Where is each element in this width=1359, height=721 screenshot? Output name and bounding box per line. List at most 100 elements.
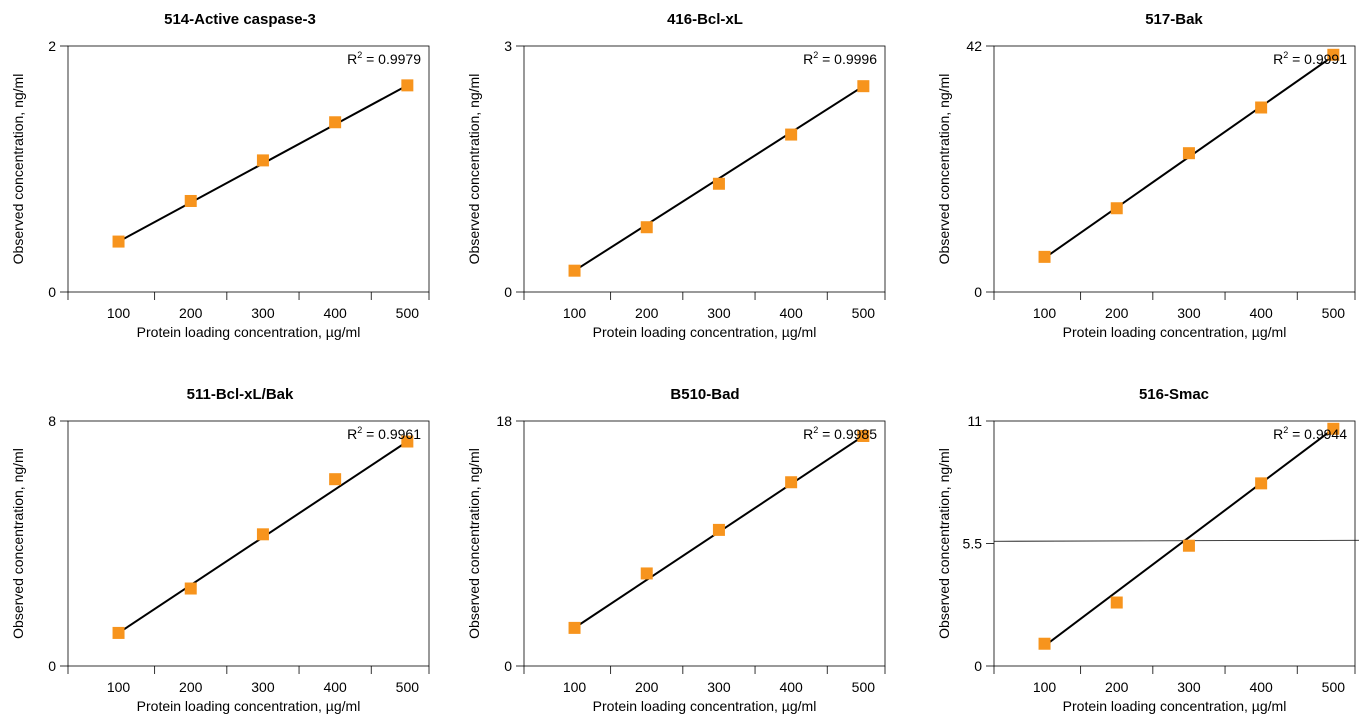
chart-1: 514-Active caspase-3 100 200 300 400 500 0 2 Pro… — [10, 11, 430, 340]
chart-2-x-tick-label: 100 — [563, 305, 587, 321]
chart-6-data-point — [1255, 477, 1268, 490]
chart-2-data-point — [785, 128, 798, 141]
chart-2: 416-Bcl-xL 100 200 300 400 500 0 3 Protein loadi… — [466, 11, 886, 340]
chart-4-data-point — [112, 626, 125, 639]
chart-5-x-tick-label: 100 — [563, 679, 587, 695]
chart-2-y-tick-label: 0 — [504, 284, 512, 300]
chart-4-x-tick-label: 100 — [107, 679, 131, 695]
chart-1-x-tick-label: 500 — [396, 305, 420, 321]
chart-1-r2-symbol: R — [347, 51, 357, 67]
chart-3-plot-frame — [993, 45, 1356, 293]
chart-4-title: 511-Bcl-xL/Bak — [187, 386, 294, 403]
chart-3-x-tick-label: 100 — [1033, 305, 1057, 321]
chart-5-y-tick-label: 18 — [496, 413, 512, 429]
chart-3-y-axis-label: Observed concentration, ng/ml — [936, 74, 952, 265]
chart-2-data-point — [568, 264, 581, 277]
chart-6-x-tick-label: 200 — [1105, 679, 1129, 695]
chart-4-data-point — [401, 435, 414, 448]
chart-1-data-point — [401, 79, 414, 92]
chart-3: 517-Bak 100 200 300 400 500 0 42 Protein loading… — [936, 11, 1356, 340]
chart-4-r2-annotation: R2 = 0.9961 — [347, 425, 421, 442]
chart-3-r2-value: = 0.9991 — [1288, 51, 1347, 67]
chart-1-x-tick-label: 200 — [179, 305, 203, 321]
chart-5-y-axis-label: Observed concentration, ng/ml — [466, 448, 482, 639]
chart-6-x-tick-label: 400 — [1249, 679, 1273, 695]
chart-5-data-point — [640, 567, 653, 580]
chart-6-r2-symbol: R — [1273, 426, 1283, 442]
chart-2-x-axis-label: Protein loading concentration, µg/ml — [593, 324, 817, 340]
chart-6-data-point — [1327, 422, 1340, 435]
chart-6-r2-annotation: R2 = 0.9944 — [1273, 425, 1347, 442]
chart-2-r2-symbol: R — [803, 51, 813, 67]
chart-3-r2-superscript: 2 — [1283, 50, 1288, 60]
chart-4-x-tick-label: 500 — [396, 679, 420, 695]
chart-4-r2-symbol: R — [347, 426, 357, 442]
chart-3-x-tick-label: 200 — [1105, 305, 1129, 321]
chart-6-y-tick-label: 11 — [967, 413, 982, 429]
chart-4: 511-Bcl-xL/Bak 100 200 300 400 500 0 8 Protein l… — [10, 386, 430, 714]
chart-6-plot-frame — [993, 420, 1356, 667]
chart-4-y-tick-label: 0 — [48, 658, 56, 674]
chart-3-data-point — [1182, 147, 1195, 160]
chart-2-x-tick-label: 300 — [707, 305, 731, 321]
chart-5-data-point — [712, 523, 725, 536]
chart-5-data-point — [857, 429, 870, 442]
chart-2-y-axis-label: Observed concentration, ng/ml — [466, 74, 482, 265]
chart-6-title: 516-Smac — [1139, 386, 1209, 403]
chart-2-data-point — [640, 221, 653, 234]
chart-2-plot-frame — [523, 45, 886, 293]
chart-2-x-tick-label: 400 — [779, 305, 803, 321]
chart-2-r2-value: = 0.9996 — [818, 51, 877, 67]
chart-3-r2-annotation: R2 = 0.9991 — [1273, 50, 1347, 67]
chart-5-x-tick-label: 200 — [635, 679, 659, 695]
chart-5: B510-Bad 100 200 300 400 500 0 18 Protein loadin… — [466, 386, 886, 714]
chart-4-r2-superscript: 2 — [357, 425, 362, 435]
chart-6-x-tick-label: 500 — [1322, 679, 1346, 695]
chart-5-x-axis-label: Protein loading concentration, µg/ml — [593, 698, 817, 714]
chart-3-x-tick-label: 500 — [1322, 305, 1346, 321]
chart-1-y-tick-label: 0 — [48, 284, 56, 300]
chart-1-x-tick-label: 400 — [323, 305, 347, 321]
chart-6-reference-line — [993, 539, 1359, 542]
chart-4-x-tick-label: 300 — [251, 679, 275, 695]
chart-4-x-tick-label: 400 — [323, 679, 347, 695]
chart-5-r2-superscript: 2 — [813, 425, 818, 435]
chart-3-data-point — [1327, 48, 1340, 61]
chart-5-r2-value: = 0.9985 — [818, 426, 877, 442]
chart-6-x-tick-label: 300 — [1177, 679, 1201, 695]
chart-1-r2-value: = 0.9979 — [362, 51, 421, 67]
chart-5-r2-symbol: R — [803, 426, 813, 442]
chart-6-y-tick-label: 5.5 — [963, 536, 983, 552]
chart-2-data-point — [712, 177, 725, 190]
chart-3-r2-symbol: R — [1273, 51, 1283, 67]
chart-3-data-point — [1038, 250, 1051, 263]
chart-3-x-tick-label: 300 — [1177, 305, 1201, 321]
chart-6-data-point — [1038, 637, 1051, 650]
chart-4-plot-frame — [67, 420, 430, 667]
chart-3-data-point — [1255, 101, 1268, 114]
chart-6: 516-Smac 100 200 300 400 500 0 5.5 11 Protein loa… — [936, 386, 1359, 714]
chart-4-data-point — [329, 473, 342, 486]
chart-2-y-tick-label: 3 — [504, 38, 512, 54]
chart-2-r2-annotation: R2 = 0.9996 — [803, 50, 877, 67]
chart-3-y-tick-label: 0 — [974, 284, 982, 300]
chart-1-x-tick-label: 300 — [251, 305, 275, 321]
chart-3-data-point — [1110, 202, 1123, 215]
chart-1-x-tick-label: 100 — [107, 305, 131, 321]
chart-4-data-point — [256, 528, 269, 541]
chart-1-data-point — [112, 235, 125, 248]
chart-5-x-tick-label: 500 — [852, 679, 876, 695]
chart-3-x-tick-label: 400 — [1249, 305, 1273, 321]
chart-5-data-point — [785, 476, 798, 489]
chart-2-data-point — [857, 80, 870, 93]
chart-1-plot-frame — [67, 45, 430, 293]
chart-5-x-tick-label: 300 — [707, 679, 731, 695]
chart-2-title: 416-Bcl-xL — [667, 11, 743, 28]
chart-1-title: 514-Active caspase-3 — [164, 11, 316, 28]
chart-6-data-point — [1182, 539, 1195, 552]
chart-4-y-tick-label: 8 — [48, 413, 56, 429]
chart-6-y-axis-label: Observed concentration, ng/ml — [936, 448, 952, 639]
chart-4-y-axis-label: Observed concentration, ng/ml — [10, 448, 26, 639]
